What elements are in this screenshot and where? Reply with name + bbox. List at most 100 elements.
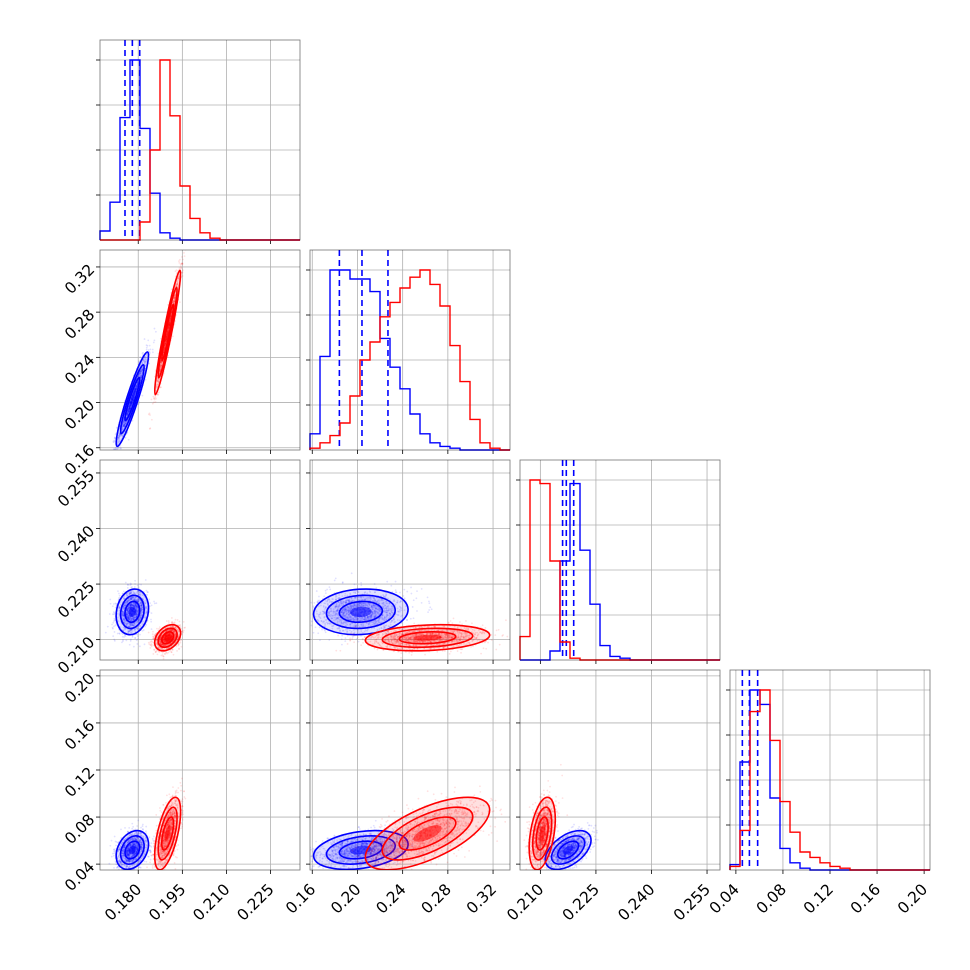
scatter-point: [123, 423, 126, 426]
scatter-point: [112, 620, 115, 622]
scatter-point: [161, 361, 163, 364]
scatter-point: [160, 362, 163, 365]
scatter-point: [180, 267, 182, 270]
scatter-point: [138, 400, 141, 403]
scatter-point: [157, 380, 160, 383]
scatter-point: [144, 579, 147, 581]
scatter-point: [113, 639, 116, 642]
scatter-point: [178, 276, 181, 279]
panel-frame: [99, 249, 301, 451]
scatter-point: [139, 372, 142, 375]
scatter-point: [139, 376, 142, 379]
scatter-point: [117, 447, 120, 450]
scatter-point: [138, 372, 141, 375]
scatter-point: [127, 411, 130, 414]
scatter-point: [148, 350, 151, 353]
scatter-point: [141, 368, 143, 370]
scatter-point: [112, 635, 115, 638]
scatter-point: [122, 638, 124, 641]
scatter-point: [140, 376, 142, 379]
scatter-point: [113, 625, 115, 628]
scatter-point: [150, 418, 153, 421]
scatter-point: [146, 344, 149, 347]
scatter-point: [147, 631, 150, 634]
scatter-point: [137, 403, 140, 406]
scatter-point: [124, 421, 126, 424]
scatter-point: [159, 368, 161, 370]
scatter-point: [127, 410, 130, 412]
scatter-point: [112, 448, 115, 450]
scatter-point: [114, 440, 116, 443]
scatter-point: [142, 360, 145, 363]
scatter-point: [113, 455, 115, 457]
scatter-point: [150, 618, 152, 621]
scatter-point: [140, 369, 143, 372]
scatter-point: [160, 361, 163, 364]
scatter-point: [122, 424, 125, 427]
scatter-point: [180, 262, 183, 265]
scatter-point: [163, 346, 166, 348]
scatter-point: [157, 378, 160, 381]
scatter-point: [133, 603, 135, 606]
scatter-point: [129, 592, 132, 595]
panel-0-0: [96, 39, 301, 244]
scatter-point: [170, 617, 173, 619]
scatter-point: [158, 378, 161, 381]
scatter-point: [159, 365, 162, 368]
scatter-point: [176, 277, 179, 280]
scatter-point: [181, 256, 183, 258]
scatter-point: [118, 440, 121, 443]
scatter-point: [112, 453, 114, 455]
scatter-point: [136, 384, 139, 387]
scatter-point: [175, 282, 178, 285]
scatter-point: [135, 384, 138, 387]
scatter-point: [141, 368, 144, 371]
panel-1-1: [306, 249, 511, 454]
scatter-point: [176, 281, 179, 284]
scatter-point: [127, 411, 130, 414]
scatter-point: [143, 361, 146, 363]
scatter-point: [149, 427, 152, 430]
scatter-point: [137, 381, 139, 384]
scatter-point: [132, 645, 135, 648]
scatter-point: [150, 398, 153, 401]
scatter-point: [134, 386, 137, 389]
scatter-point: [174, 295, 176, 297]
scatter-point: [140, 375, 143, 377]
scatter-point: [144, 358, 147, 360]
scatter-point: [177, 275, 180, 277]
scatter-point: [127, 410, 130, 412]
scatter-point: [181, 275, 184, 277]
scatter-point: [148, 605, 151, 608]
scatter-point: [131, 419, 134, 422]
scatter-point: [131, 586, 133, 588]
scatter-point: [119, 435, 121, 437]
scatter-point: [153, 398, 156, 401]
scatter-point: [137, 586, 140, 589]
scatter-point: [116, 442, 119, 445]
scatter-point: [118, 592, 120, 595]
scatter-point: [121, 435, 124, 437]
scatter-point: [134, 604, 137, 607]
scatter-point: [121, 641, 123, 644]
scatter-point: [173, 297, 176, 300]
scatter-point: [156, 379, 159, 382]
scatter-point: [123, 425, 126, 428]
scatter-point: [141, 369, 144, 371]
scatter-point: [175, 283, 178, 286]
scatter-point: [178, 277, 180, 280]
scatter-point: [123, 426, 125, 429]
scatter-point: [135, 385, 138, 388]
scatter-point: [148, 598, 151, 601]
scatter-point: [158, 369, 161, 371]
scatter-point: [156, 393, 159, 396]
scatter-point: [147, 339, 150, 342]
scatter-point: [127, 413, 129, 416]
scatter-point: [140, 376, 142, 379]
scatter-point: [155, 397, 157, 400]
scatter-point: [108, 613, 111, 615]
scatter-point: [127, 409, 129, 412]
scatter-point: [112, 441, 115, 444]
scatter-point: [122, 425, 125, 427]
